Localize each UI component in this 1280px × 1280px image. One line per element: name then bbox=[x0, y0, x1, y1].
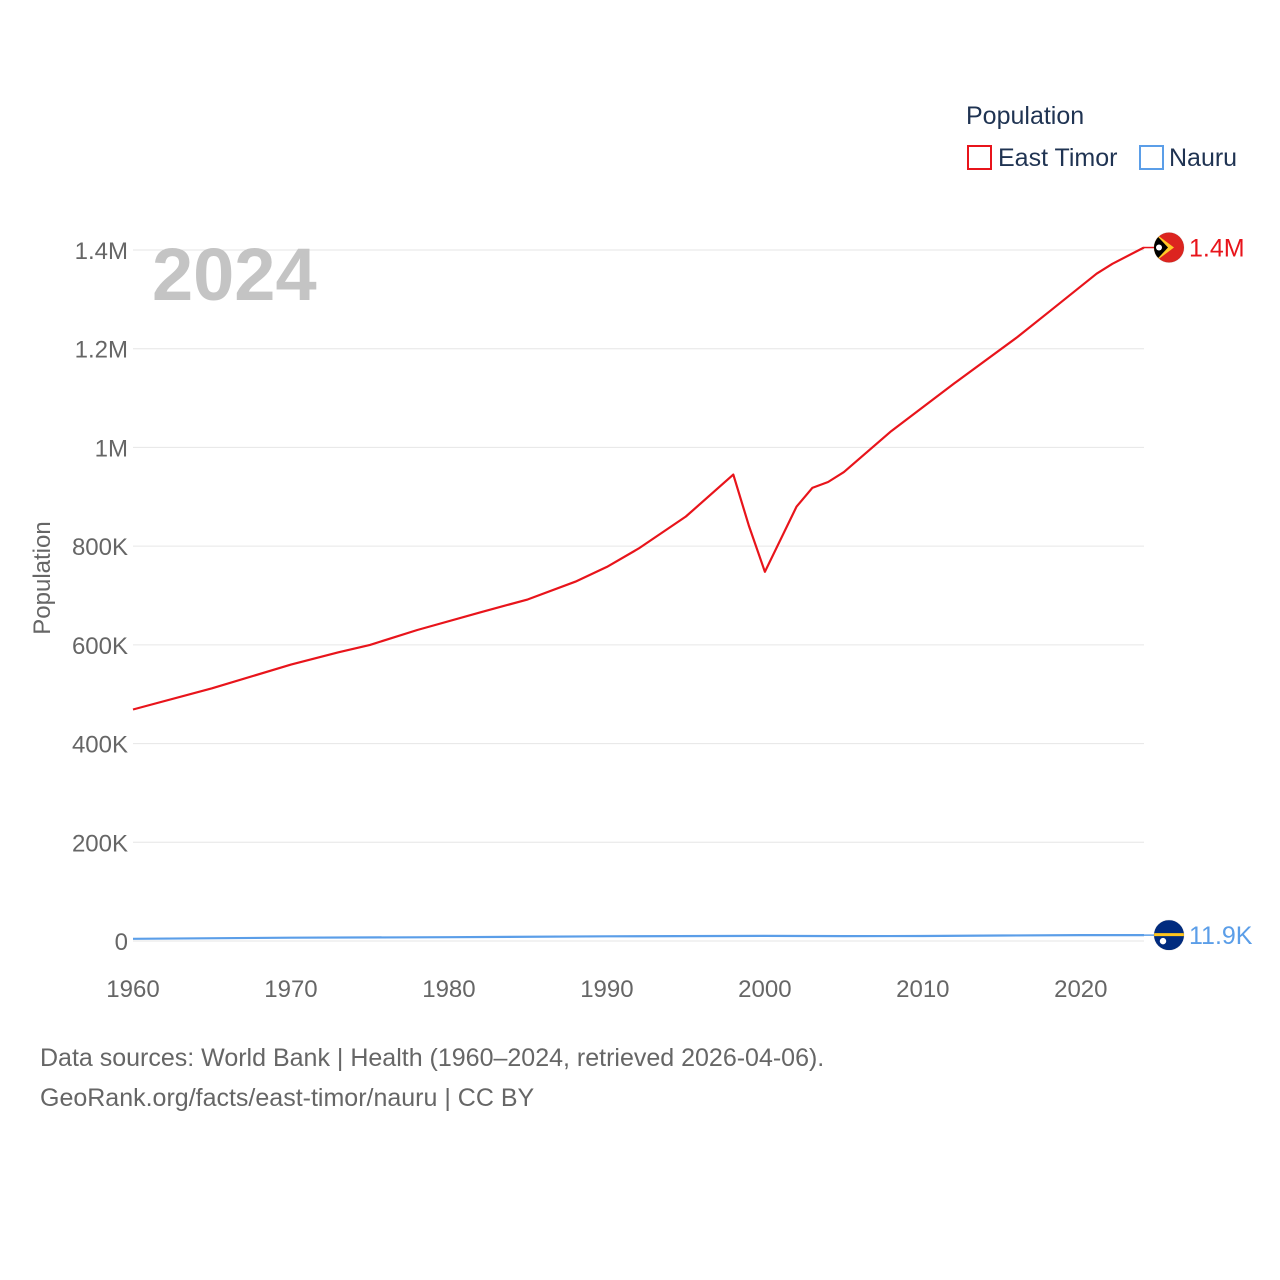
x-tick-label: 2020 bbox=[1054, 976, 1107, 1003]
x-tick-label: 1980 bbox=[422, 976, 475, 1003]
y-axis-ticks: 0 200K 400K 600K 800K 1M 1.2M 1.4M bbox=[72, 238, 128, 956]
y-tick-label: 800K bbox=[72, 534, 128, 561]
y-tick-label: 400K bbox=[72, 732, 128, 759]
x-tick-label: 1990 bbox=[580, 976, 633, 1003]
legend-label-east-timor[interactable]: East Timor bbox=[998, 144, 1117, 172]
y-tick-label: 1.2M bbox=[75, 337, 128, 364]
series-line-nauru[interactable] bbox=[132, 934, 1144, 940]
legend-label-nauru[interactable]: Nauru bbox=[1169, 144, 1237, 172]
x-tick-label: 1960 bbox=[106, 976, 159, 1003]
y-tick-label: 600K bbox=[72, 633, 128, 660]
nauru-flag-icon bbox=[1153, 919, 1185, 951]
y-tick-label: 200K bbox=[72, 830, 128, 857]
year-label: 2024 bbox=[152, 233, 317, 316]
series-end-label-nauru: 11.9K bbox=[1189, 922, 1253, 950]
legend-swatch-east-timor[interactable] bbox=[967, 145, 992, 170]
y-tick-label: 1.4M bbox=[75, 238, 128, 265]
gridlines bbox=[133, 249, 1144, 942]
series-end-label-east-timor: 1.4M bbox=[1189, 235, 1245, 263]
legend-title: Population bbox=[966, 102, 1084, 130]
y-tick-label: 1M bbox=[95, 435, 128, 462]
series-line-east-timor[interactable] bbox=[132, 246, 1145, 711]
footer-sources: Data sources: World Bank | Health (1960–… bbox=[40, 1044, 825, 1072]
x-axis-ticks: 1960 1970 1980 1990 2000 2010 2020 bbox=[106, 976, 1107, 1003]
y-tick-label: 0 bbox=[115, 929, 128, 956]
x-tick-label: 2000 bbox=[738, 976, 791, 1003]
population-line-chart: 0 200K 400K 600K 800K 1M 1.2M 1.4M 1960 1970 1980… bbox=[29, 102, 1253, 1003]
legend[interactable]: Population East Timor Nauru bbox=[966, 102, 1237, 172]
legend-swatch-nauru[interactable] bbox=[1139, 145, 1164, 170]
footer-attribution[interactable]: GeoRank.org/facts/east-timor/nauru | CC … bbox=[40, 1084, 535, 1112]
east-timor-flag-icon bbox=[1153, 232, 1185, 264]
y-axis-title: Population bbox=[29, 521, 56, 634]
x-tick-label: 2010 bbox=[896, 976, 949, 1003]
x-tick-label: 1970 bbox=[264, 976, 317, 1003]
series-layer: 1.4M 11.9K bbox=[132, 232, 1253, 951]
